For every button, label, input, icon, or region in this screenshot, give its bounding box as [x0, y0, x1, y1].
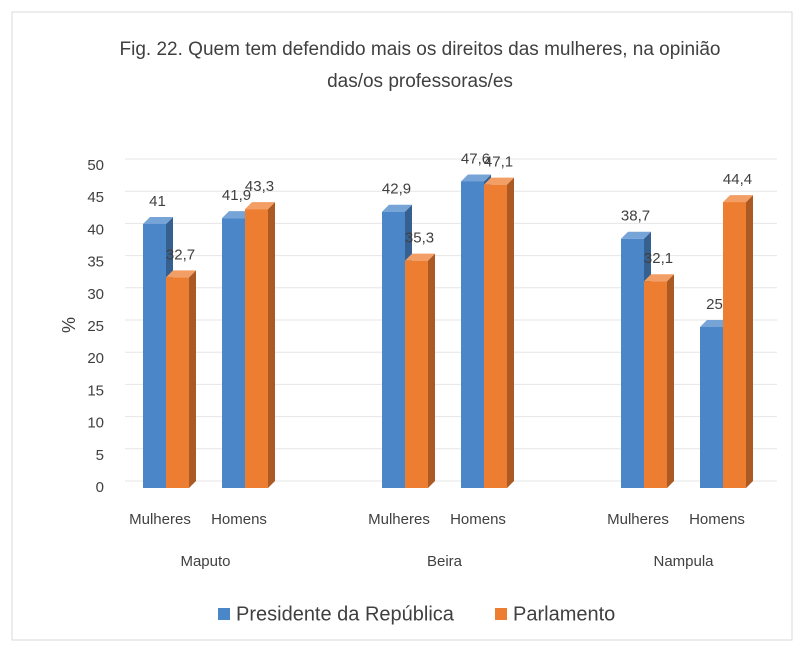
bar: [382, 211, 405, 488]
bar-side: [667, 274, 674, 488]
y-tick-label: 30: [87, 286, 104, 303]
data-label: 38,7: [621, 208, 650, 225]
bar: [461, 181, 484, 488]
y-tick-label: 25: [87, 318, 104, 335]
data-label: 42,9: [382, 181, 411, 198]
y-tick-label: 50: [87, 157, 104, 174]
bar: [700, 327, 723, 488]
group-label: Beira: [427, 553, 463, 570]
bar-side: [507, 177, 514, 488]
data-label: 32,1: [644, 250, 673, 267]
y-tick-label: 10: [87, 415, 104, 432]
x-tick-label: Mulheres: [129, 511, 191, 528]
bar-top: [245, 202, 275, 210]
y-tick-label: 15: [87, 382, 104, 399]
bar: [484, 184, 507, 488]
bar-side: [428, 253, 435, 488]
data-label: 32,7: [166, 246, 195, 263]
bar: [245, 209, 268, 488]
legend-swatch: [495, 608, 507, 620]
y-tick-label: 5: [96, 447, 104, 464]
bar-side: [746, 195, 753, 488]
data-label: 35,3: [405, 230, 434, 247]
y-tick-label: 35: [87, 254, 104, 271]
y-tick-label: 45: [87, 189, 104, 206]
chart-title: Fig. 22. Quem tem defendido mais os dire…: [119, 39, 721, 92]
x-tick-label: Homens: [689, 511, 745, 528]
data-label: 43,3: [245, 178, 274, 195]
data-label: 41: [149, 193, 166, 210]
bar-top: [723, 195, 753, 203]
x-tick-label: Homens: [211, 511, 267, 528]
bar-side: [189, 270, 196, 488]
bar-top: [382, 204, 412, 212]
data-label: 25: [706, 296, 723, 313]
bar-top: [405, 253, 435, 261]
y-axis-label: %: [59, 317, 79, 333]
bar-side: [268, 202, 275, 488]
bar: [166, 277, 189, 488]
bar-top: [461, 174, 491, 182]
bar: [405, 260, 428, 488]
data-label: 47,1: [484, 154, 513, 171]
bar-top: [166, 270, 196, 278]
bar: [621, 238, 644, 488]
bar-top: [143, 216, 173, 224]
y-tick-label: 20: [87, 350, 104, 367]
bar-top: [621, 231, 651, 239]
bar-top: [700, 320, 730, 327]
bar-top: [644, 274, 674, 282]
legend-label: Presidente da República: [236, 603, 455, 625]
bar: [222, 218, 245, 488]
bar-top: [222, 211, 252, 219]
group-label: Maputo: [180, 553, 230, 570]
legend-label: Parlamento: [513, 603, 615, 625]
group-label: Nampula: [653, 553, 714, 570]
data-label: 47,6: [461, 150, 490, 167]
bar: [723, 202, 746, 488]
legend-swatch: [218, 608, 230, 620]
bar-top: [484, 177, 514, 185]
x-tick-label: Mulheres: [607, 511, 669, 528]
x-tick-label: Homens: [450, 511, 506, 528]
bar: [644, 281, 667, 488]
y-tick-label: 40: [87, 221, 104, 238]
data-label: 41,9: [222, 187, 251, 204]
data-label: 44,4: [723, 171, 752, 188]
x-tick-label: Mulheres: [368, 511, 430, 528]
y-tick-label: 0: [96, 479, 104, 496]
bar: [143, 223, 166, 488]
